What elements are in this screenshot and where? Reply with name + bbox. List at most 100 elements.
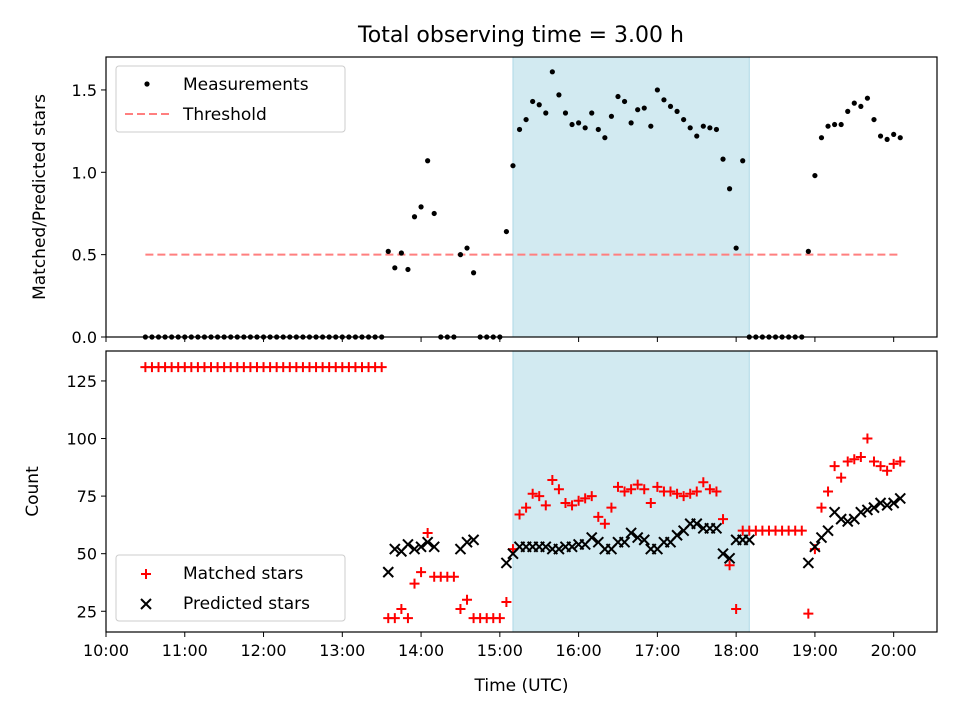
matched-star-point: [718, 514, 729, 525]
measurement-point: [674, 108, 680, 114]
measurement-point: [825, 123, 831, 129]
measurement-point: [648, 123, 654, 129]
matched-star-point: [462, 594, 473, 605]
matched-star-point: [553, 484, 564, 495]
matched-star-point: [612, 481, 623, 492]
measurement-point: [595, 126, 601, 133]
measurement-point: [733, 245, 739, 251]
y-tick-label: 125: [66, 372, 97, 391]
measurement-point: [582, 125, 588, 131]
measurement-point: [569, 121, 575, 128]
measurement-point: [864, 95, 871, 101]
legend-label-matched: Matched stars: [183, 564, 303, 584]
matched-star-point: [672, 488, 683, 499]
measurement-point: [891, 131, 897, 138]
measurement-point: [549, 69, 555, 75]
matched-star-point: [376, 362, 387, 373]
matched-star-point: [580, 493, 591, 504]
matched-star-point: [560, 498, 571, 509]
chart-title: Total observing time = 3.00 h: [357, 23, 684, 48]
matched-star-point: [823, 486, 834, 497]
matched-star-point: [855, 451, 866, 462]
measurement-point: [707, 125, 713, 131]
predicted-star-point: [822, 524, 834, 537]
matched-star-point: [573, 495, 584, 506]
measurement-point: [641, 105, 647, 111]
predicted-star-point: [723, 552, 736, 565]
axes-frame: [105, 56, 938, 338]
measurement-point: [589, 110, 595, 116]
bottom-panel: 10:00 11:00 12:00 13:00 14:00 15:00 16:00 17:00…: [23, 350, 938, 696]
shaded-span: [512, 56, 750, 338]
measurement-point: [667, 103, 674, 110]
y-tick-label: 25: [77, 602, 97, 621]
matched-star-point: [691, 486, 702, 497]
predicted-star-point: [566, 541, 578, 553]
matched-star-point: [796, 525, 807, 536]
predicted-star-point: [421, 536, 434, 548]
predicted-star-point: [382, 566, 394, 578]
matched-star-point: [895, 456, 906, 467]
x-tick-label: 10:00: [83, 641, 129, 660]
matched-star-point: [632, 479, 643, 490]
matched-star-point: [836, 472, 847, 483]
x-tick-label: 17:00: [634, 641, 680, 660]
matched-star-point: [599, 518, 610, 529]
matched-star-point: [501, 597, 512, 608]
measurement-point: [562, 110, 569, 116]
x-tick-label: 16:00: [556, 641, 602, 660]
predicted-star-point: [540, 541, 552, 553]
measurement-point: [503, 228, 510, 235]
matched-star-point: [396, 603, 407, 614]
measurement-point: [838, 121, 844, 128]
predicted-star-point: [717, 547, 729, 560]
matched-star-point: [639, 484, 650, 495]
predicted-star-point: [428, 541, 440, 553]
x-tick-label: 12:00: [240, 641, 286, 660]
measurement-point: [694, 133, 700, 139]
legend-box: [115, 554, 346, 622]
predicted-star-point: [802, 557, 815, 569]
measurement-point: [608, 113, 615, 119]
x-tick-label: 15:00: [477, 641, 523, 660]
measurement-point: [661, 97, 667, 103]
predicted-star-point: [467, 534, 480, 546]
predicted-star-point: [553, 543, 565, 555]
y-axis-label: Count: [23, 466, 43, 517]
predicted-star-point: [500, 557, 513, 569]
legend-marker-measurements: [144, 81, 150, 87]
measurement-point: [411, 214, 418, 220]
matched-star-point: [409, 578, 420, 589]
measurement-point: [418, 204, 424, 210]
measurement-point: [858, 103, 864, 110]
predicted-star-point: [881, 499, 893, 512]
predicted-star-point: [671, 529, 683, 541]
measurement-point: [431, 210, 437, 217]
matched-star-point: [652, 481, 663, 492]
matched-star-point: [547, 474, 558, 485]
measurement-point: [871, 116, 877, 123]
measurement-point: [681, 116, 687, 123]
legend-marker-matched: [141, 569, 151, 579]
measurement-point: [621, 98, 628, 105]
x-tick-label: 19:00: [792, 641, 838, 660]
matched-star-point: [829, 461, 840, 472]
measurement-point: [897, 135, 903, 141]
matched-star-point: [711, 486, 722, 497]
measurement-point: [845, 108, 851, 114]
matched-star-point: [416, 567, 427, 578]
matched-star-point: [803, 608, 814, 619]
legend: Measurements Threshold: [115, 65, 346, 133]
measurement-point: [385, 248, 391, 254]
measurement-point: [392, 265, 398, 271]
predicted-star-point: [855, 506, 867, 518]
y-tick-label: 0.5: [72, 246, 97, 265]
x-axis-label: Time (UTC): [474, 676, 569, 696]
measurement-point: [405, 266, 411, 273]
matched-star-point: [534, 491, 545, 502]
matched-star-point: [448, 571, 459, 582]
measurement-point: [720, 156, 726, 162]
predicted-star-point: [415, 541, 427, 553]
legend-box: [115, 65, 346, 133]
matched-star-point: [862, 433, 873, 444]
